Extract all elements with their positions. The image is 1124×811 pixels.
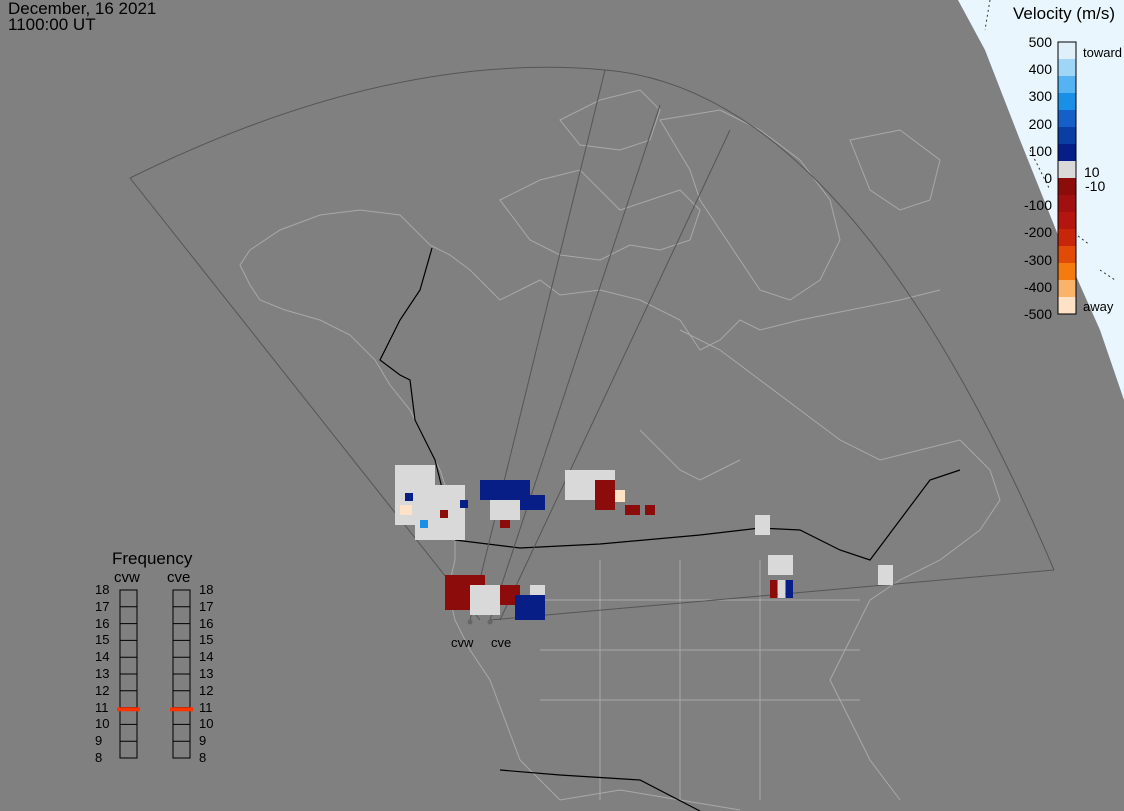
- frequency-gauges: [117, 589, 193, 759]
- colorbar-segment: [1058, 93, 1076, 110]
- frequency-radar-cvw: cvw: [114, 569, 140, 586]
- frequency-scale-label: 17: [199, 598, 214, 614]
- radar-site-cvw: [467, 619, 473, 625]
- fov-outlines: [129, 66, 1055, 621]
- colorbar-toward-label: toward: [1083, 45, 1123, 60]
- frequency-scale-label: 18: [95, 582, 110, 597]
- coastlines: [239, 89, 1001, 811]
- frequency-scale-label: 16: [199, 615, 214, 631]
- colorbar-segment: [1058, 178, 1076, 195]
- frequency-scale-label: 14: [199, 649, 214, 665]
- colorbar-tick: -500: [1023, 306, 1052, 322]
- site-label-cvw: cvw: [451, 635, 474, 650]
- frequency-scale-label: 8: [199, 750, 207, 765]
- colorbar-segment: [1058, 42, 1076, 59]
- colorbar-segment: [1058, 212, 1076, 229]
- colorbar-tick: 100: [1028, 142, 1052, 159]
- colorbar-segment: [1058, 144, 1076, 161]
- terminator-line: [984, 0, 1116, 281]
- frequency-scale-label: 8: [95, 750, 103, 765]
- timestamp: December, 16 2021 1100:00 UT: [8, 0, 157, 34]
- colorbar-tick: -300: [1023, 251, 1052, 268]
- colorbar-tick: 0: [1044, 170, 1052, 186]
- colorbar-segment: [1058, 280, 1076, 297]
- colorbar-segment: [1058, 59, 1076, 76]
- colorbar-segment: [1058, 127, 1076, 144]
- date-label: December, 16 2021: [8, 0, 157, 18]
- frequency-scale-label: 15: [199, 632, 214, 648]
- colorbar-tick: -100: [1023, 197, 1052, 214]
- colorbar-segment: [1058, 195, 1076, 212]
- frequency-scale-label: 12: [95, 682, 110, 698]
- colorbar-tick: -400: [1023, 278, 1052, 295]
- frequency-scale-label: 10: [199, 716, 214, 732]
- country-borders: [379, 247, 961, 811]
- frequency-scale-label: 13: [199, 666, 214, 681]
- frequency-marker-cvw: [117, 707, 140, 712]
- daylight-region: [958, 0, 1124, 400]
- frequency-scale-label: 13: [95, 666, 110, 681]
- time-label: 1100:00 UT: [8, 15, 96, 34]
- colorbar-away-label: away: [1083, 299, 1114, 314]
- colorbar-tick: 500: [1028, 34, 1052, 50]
- colorbar-small-tick: -10: [1085, 178, 1106, 194]
- frequency-scale-label: 9: [199, 733, 207, 749]
- frequency-scale-label: 11: [95, 699, 109, 715]
- site-label-cve: cve: [491, 635, 512, 650]
- colorbar-tick: 300: [1028, 88, 1052, 105]
- colorbar-segment: [1058, 161, 1076, 178]
- velocity-cells: [395, 465, 893, 620]
- frequency-scale-label: 14: [95, 649, 110, 665]
- velocity-colorbar: [1057, 41, 1077, 315]
- colorbar-small-tick: 10: [1084, 164, 1100, 180]
- frequency-scale-label: 10: [95, 716, 110, 732]
- colorbar-segment: [1058, 76, 1076, 93]
- colorbar-border: [1057, 41, 1077, 315]
- frequency-scale-label: 15: [95, 632, 110, 648]
- colorbar-segment: [1058, 297, 1076, 314]
- colorbar-segment: [1058, 110, 1076, 127]
- colorbar-segment: [1058, 246, 1076, 263]
- frequency-scale-label: 12: [199, 682, 214, 698]
- colorbar-segment: [1058, 229, 1076, 246]
- colorbar-title: Velocity (m/s): [1013, 4, 1116, 23]
- radar-site-cve: [487, 619, 493, 625]
- colorbar-tick: 200: [1028, 115, 1052, 132]
- frequency-scale-label: 18: [199, 582, 214, 597]
- colorbar-tick: 400: [1028, 61, 1052, 78]
- frequency-scale-label: 11: [199, 699, 213, 715]
- colorbar-segment: [1058, 263, 1076, 280]
- frequency-scale-label: 17: [95, 598, 110, 614]
- frequency-title: Frequency: [112, 549, 193, 568]
- frequency-marker-cve: [170, 707, 193, 712]
- frequency-radar-cve: cve: [167, 569, 191, 586]
- frequency-scale-label: 9: [95, 733, 103, 749]
- frequency-scale-label: 16: [95, 615, 110, 631]
- colorbar-tick: -200: [1023, 224, 1052, 241]
